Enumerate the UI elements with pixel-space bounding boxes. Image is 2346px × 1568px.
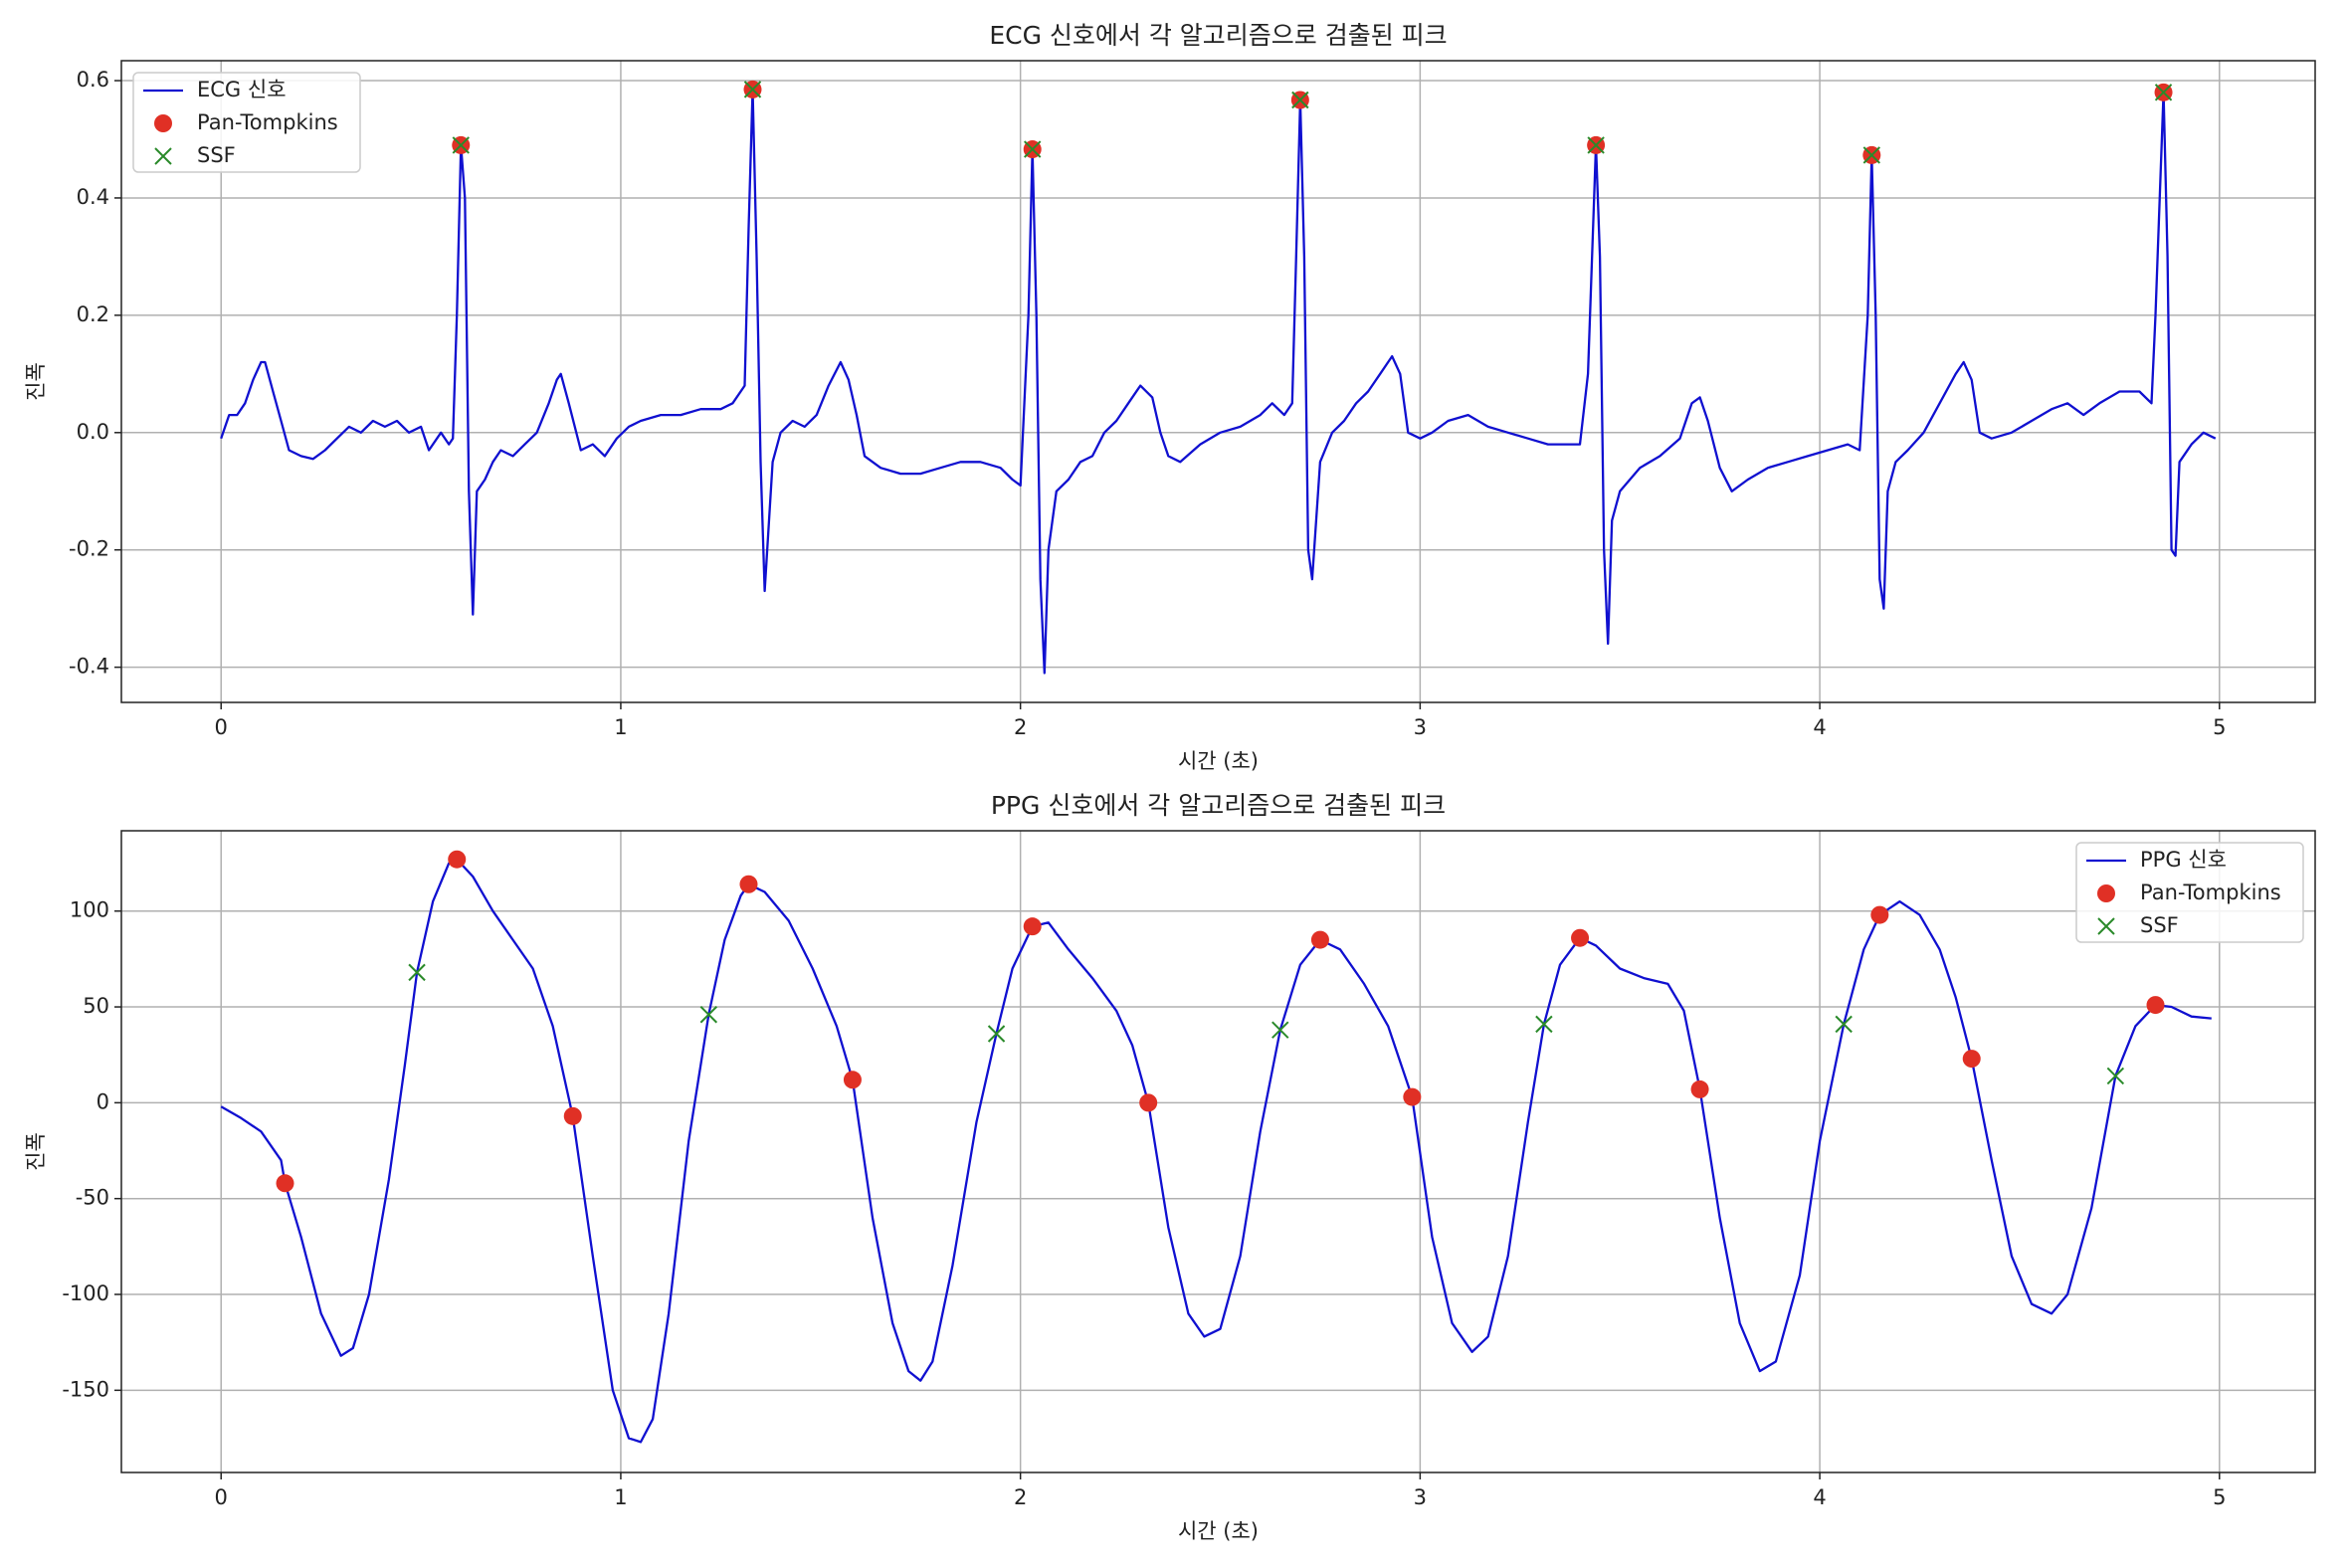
plot-frame bbox=[120, 830, 2316, 1473]
legend-swatch bbox=[2097, 884, 2115, 902]
peak-marker bbox=[1023, 140, 1042, 158]
y-tick-label: -0.4 bbox=[69, 655, 109, 679]
peak-marker bbox=[1862, 146, 1881, 164]
legend-box bbox=[132, 72, 361, 173]
y-axis-label: 진폭 bbox=[24, 1132, 48, 1171]
x-tick-label: 0 bbox=[215, 1485, 228, 1509]
peak-marker bbox=[563, 1106, 582, 1125]
y-tick-label: 50 bbox=[83, 994, 109, 1018]
y-tick-label: -150 bbox=[62, 1377, 109, 1401]
peak-marker bbox=[843, 1071, 862, 1089]
x-tick-label: 2 bbox=[1014, 715, 1027, 739]
signal-line bbox=[220, 88, 2217, 675]
y-tick-label: 0.6 bbox=[77, 68, 109, 92]
x-tick-label: 0 bbox=[215, 715, 228, 739]
peak-marker bbox=[276, 1174, 294, 1193]
chart-title: ECG 신호에서 각 알고리즘으로 검출된 피크 bbox=[989, 21, 1447, 50]
x-tick-label: 2 bbox=[1014, 1485, 1027, 1509]
legend-label: Pan-Tompkins bbox=[197, 110, 338, 134]
peak-marker bbox=[1835, 1015, 1853, 1034]
peak-marker bbox=[743, 81, 762, 98]
legend-swatch bbox=[154, 114, 172, 132]
x-axis-label: 시간 (초) bbox=[1178, 749, 1259, 773]
y-tick-label: 0 bbox=[97, 1089, 109, 1113]
peak-marker bbox=[1535, 1015, 1553, 1034]
peak-marker bbox=[1139, 1093, 1158, 1112]
legend-label: Pan-Tompkins bbox=[2140, 881, 2281, 904]
y-tick-label: -50 bbox=[76, 1186, 109, 1210]
peak-marker bbox=[1310, 930, 1329, 949]
y-tick-label: 100 bbox=[70, 898, 109, 922]
peak-marker bbox=[1271, 1021, 1289, 1039]
peak-marker bbox=[1291, 91, 1309, 109]
legend-label: SSF bbox=[197, 143, 236, 167]
legend-label: SSF bbox=[2140, 913, 2179, 937]
peak-marker bbox=[1587, 136, 1605, 154]
peak-marker bbox=[2154, 84, 2173, 101]
peak-marker bbox=[1690, 1079, 1709, 1098]
x-tick-label: 1 bbox=[614, 715, 627, 739]
x-tick-label: 1 bbox=[614, 1485, 627, 1509]
legend-box bbox=[2075, 842, 2304, 943]
peak-marker bbox=[408, 963, 426, 982]
x-tick-label: 3 bbox=[1414, 1485, 1427, 1509]
signal-line bbox=[220, 858, 2212, 1444]
chart-title: PPG 신호에서 각 알고리즘으로 검출된 피크 bbox=[991, 791, 1446, 820]
peak-marker bbox=[1870, 905, 1889, 924]
peak-marker bbox=[2146, 996, 2165, 1015]
peak-marker bbox=[1403, 1087, 1422, 1106]
peak-marker bbox=[699, 1006, 718, 1024]
y-tick-label: 0.2 bbox=[77, 302, 109, 326]
x-tick-label: 5 bbox=[2213, 715, 2226, 739]
y-tick-label: 0.4 bbox=[77, 185, 109, 209]
legend-label: PPG 신호 bbox=[2140, 848, 2227, 872]
x-axis-label: 시간 (초) bbox=[1178, 1519, 1259, 1543]
peak-marker bbox=[1571, 928, 1590, 947]
y-tick-label: 0.0 bbox=[77, 420, 109, 444]
y-axis-label: 진폭 bbox=[24, 362, 48, 401]
peak-marker bbox=[1023, 917, 1042, 936]
peak-marker bbox=[452, 136, 470, 154]
x-tick-label: 3 bbox=[1414, 715, 1427, 739]
plot-frame bbox=[120, 60, 2316, 703]
peak-marker bbox=[987, 1025, 1006, 1043]
legend-swatch bbox=[154, 147, 172, 165]
y-tick-label: -100 bbox=[62, 1281, 109, 1305]
y-tick-label: -0.2 bbox=[69, 537, 109, 561]
legend-label: ECG 신호 bbox=[197, 78, 287, 101]
x-tick-label: 5 bbox=[2213, 1485, 2226, 1509]
legend-swatch bbox=[2097, 917, 2115, 935]
peak-marker bbox=[1962, 1050, 1981, 1069]
peak-marker bbox=[2106, 1067, 2125, 1085]
x-tick-label: 4 bbox=[1813, 1485, 1826, 1509]
x-tick-label: 4 bbox=[1813, 715, 1826, 739]
peak-marker bbox=[739, 875, 758, 893]
peak-marker bbox=[448, 850, 467, 869]
